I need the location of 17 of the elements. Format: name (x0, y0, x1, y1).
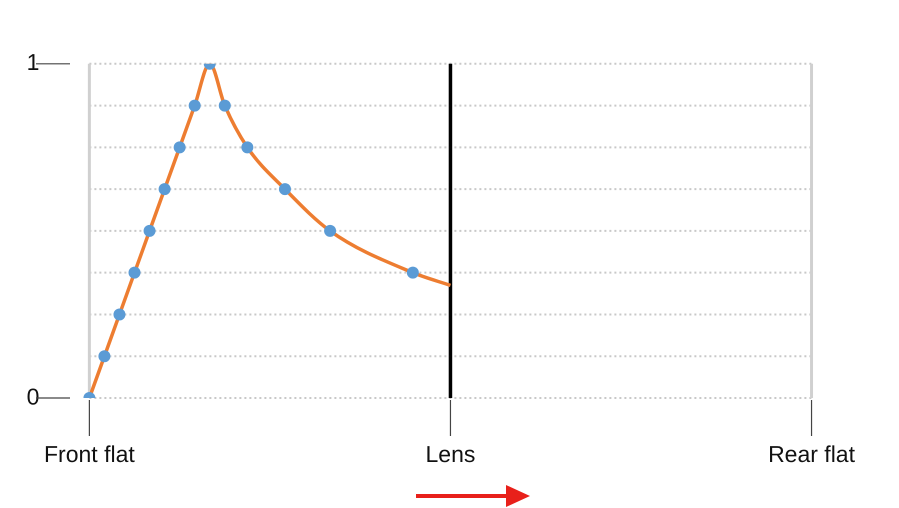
point (188, 100, 201, 112)
point (144, 224, 156, 237)
point (128, 266, 141, 279)
point (241, 141, 254, 154)
point (98, 350, 110, 362)
x-tick-label: Front flat (44, 441, 136, 468)
point (278, 183, 291, 196)
point (324, 224, 336, 237)
point (158, 183, 171, 196)
point (174, 141, 186, 154)
y-tick-label: 1 (26, 49, 40, 76)
point (113, 308, 126, 320)
point (218, 100, 231, 112)
x-tick-label: Lens (426, 441, 476, 468)
y-tick-label: 0 (26, 383, 40, 410)
x-tick-label: Rear flat (768, 441, 856, 468)
point (406, 266, 419, 279)
